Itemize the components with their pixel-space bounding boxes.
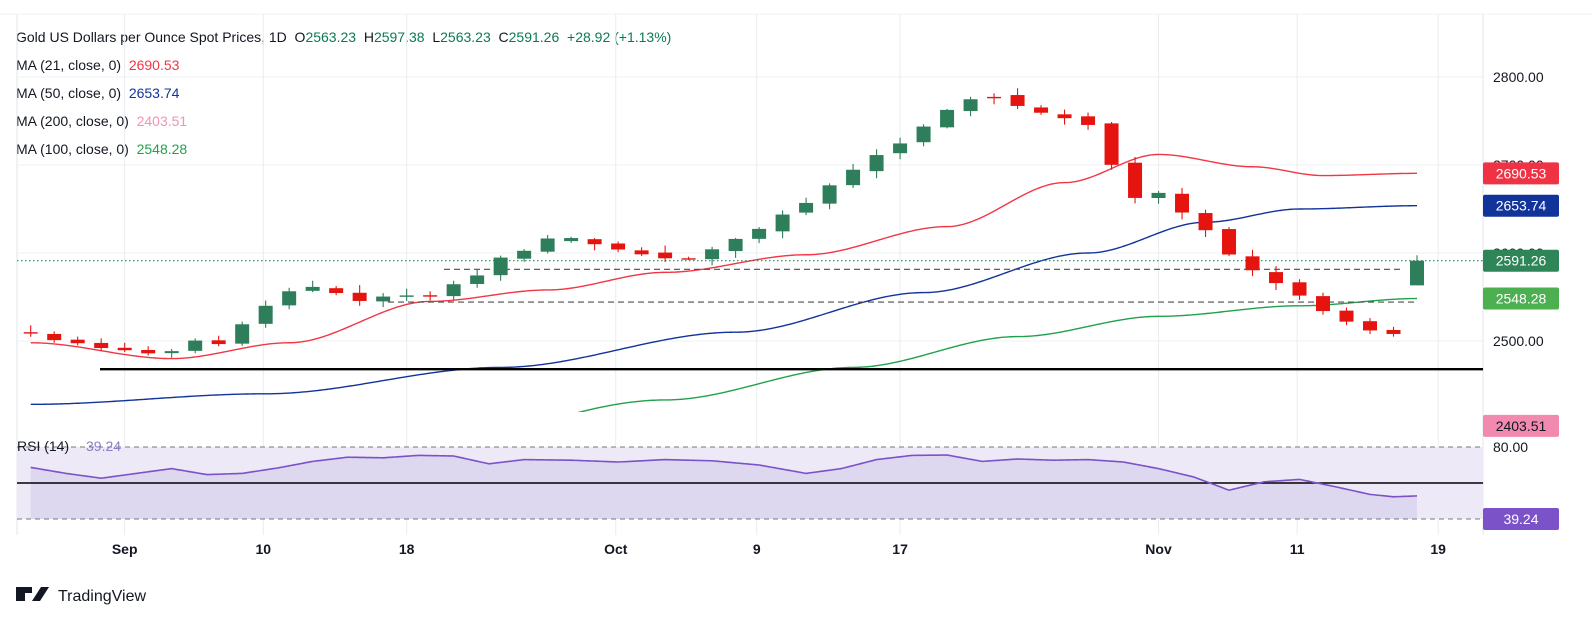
svg-text:11: 11 (1290, 541, 1305, 557)
svg-text:Oct: Oct (604, 541, 628, 557)
svg-text:2591.26: 2591.26 (1496, 253, 1547, 269)
svg-text:RSI (14): RSI (14) (17, 438, 69, 454)
svg-text:2500.00: 2500.00 (1493, 333, 1544, 349)
svg-text:2653.74: 2653.74 (1496, 198, 1547, 214)
svg-text:18: 18 (399, 541, 415, 557)
svg-text:19: 19 (1430, 541, 1446, 557)
svg-text:80.00: 80.00 (1493, 439, 1528, 455)
svg-text:10: 10 (256, 541, 272, 557)
svg-text:39.24: 39.24 (1503, 511, 1538, 527)
svg-text:9: 9 (753, 541, 761, 557)
svg-text:2548.28: 2548.28 (1496, 291, 1547, 307)
svg-text:Sep: Sep (112, 541, 138, 557)
svg-text:2403.51: 2403.51 (1496, 418, 1547, 434)
svg-text:Nov: Nov (1145, 541, 1172, 557)
svg-text:39.24: 39.24 (86, 438, 121, 454)
svg-text:2690.53: 2690.53 (1496, 165, 1547, 181)
svg-text:17: 17 (892, 541, 908, 557)
svg-text:2800.00: 2800.00 (1493, 69, 1544, 85)
